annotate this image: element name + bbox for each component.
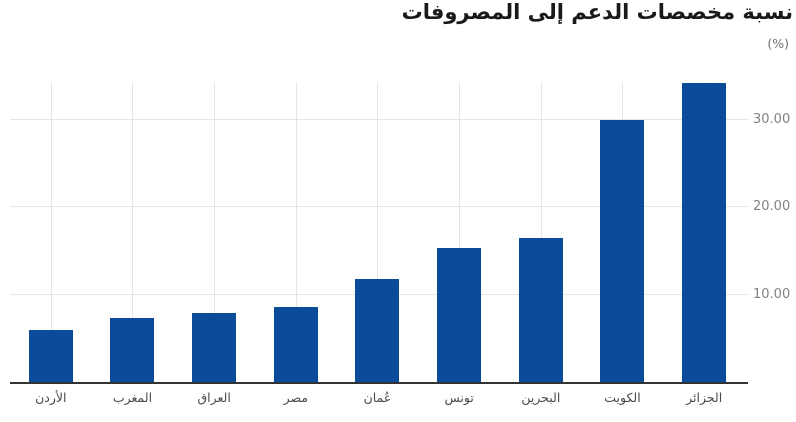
bar-تونس[interactable]: [437, 248, 482, 382]
x-tick-label: البحرين: [521, 390, 561, 405]
vertical-gridline: [295, 82, 297, 382]
bar-column: [337, 82, 419, 382]
x-tick-label: الأردن: [35, 390, 67, 405]
y-tick-label: 10.00: [753, 286, 791, 302]
bar-column: [10, 82, 92, 382]
bar-column: [92, 82, 174, 382]
bar-المغرب[interactable]: [110, 318, 155, 382]
bar-column: [500, 82, 582, 382]
gridline-30.00: [10, 118, 749, 120]
x-tick-label: عُمان: [363, 390, 392, 405]
bar-column: [418, 82, 500, 382]
vertical-gridline: [459, 82, 461, 382]
bar-الجزائر[interactable]: [682, 82, 727, 382]
x-tick-label: الجزائر: [686, 390, 723, 405]
bar-column: [582, 82, 664, 382]
x-tick-label: تونس: [444, 390, 474, 405]
x-tick-label: المغرب: [112, 390, 153, 405]
bar-الكويت[interactable]: [600, 120, 645, 382]
vertical-gridline: [540, 82, 542, 382]
vertical-gridline: [50, 82, 52, 382]
x-tick-label: مصر: [283, 390, 309, 405]
plot-area: [10, 82, 749, 384]
bar-العراق[interactable]: [192, 312, 237, 382]
vertical-gridline: [377, 82, 379, 382]
bar-البحرين[interactable]: [518, 237, 563, 382]
y-tick-label: 20.00: [753, 199, 791, 215]
x-tick-label: العراق: [197, 390, 231, 405]
y-tick-label: 30.00: [753, 111, 791, 127]
gridline-20.00: [10, 206, 749, 208]
vertical-gridline: [214, 82, 216, 382]
y-axis-unit-label: (%): [767, 36, 789, 51]
vertical-gridline: [132, 82, 134, 382]
x-tick-label: الكويت: [604, 390, 641, 405]
x-axis-category-labels: الجزائر الكويت البحرين تونس عُمان مصر العراق ال…: [10, 390, 745, 405]
bar-مصر[interactable]: [273, 306, 318, 382]
bar-columns: [10, 82, 745, 382]
x-axis-line: [10, 382, 748, 384]
bar-column: [255, 82, 337, 382]
bar-column: [663, 82, 745, 382]
chart-title: نسبة مخصصات الدعم إلى المصروفات: [401, 0, 793, 24]
bar-عُمان[interactable]: [355, 278, 400, 382]
bar-column: [173, 82, 255, 382]
bar-الأردن[interactable]: [28, 330, 73, 382]
